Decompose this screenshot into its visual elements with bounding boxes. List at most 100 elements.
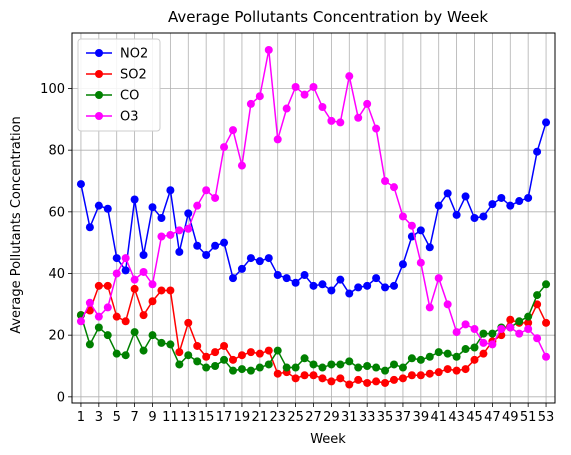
data-point-so2 [264, 346, 273, 355]
x-axis-label: Week [310, 432, 346, 447]
data-point-o3 [381, 177, 390, 185]
x-tick-label: 29 [323, 410, 340, 425]
x-tick-label: 37 [395, 410, 412, 425]
data-point-no2 [139, 251, 148, 259]
data-point-so2 [470, 355, 479, 364]
data-point-co [193, 357, 202, 366]
data-point-co [479, 329, 488, 338]
data-point-so2 [479, 349, 488, 358]
data-point-o3 [354, 113, 363, 122]
data-point-co [336, 360, 345, 369]
data-point-co [354, 363, 363, 372]
data-point-co [211, 362, 220, 370]
data-point-co [381, 366, 390, 375]
data-point-co [121, 351, 130, 360]
data-point-so2 [148, 297, 157, 306]
x-tick-label: 41 [430, 410, 447, 425]
data-point-o3 [452, 328, 461, 337]
data-point-o3 [85, 298, 94, 307]
data-point-o3 [425, 303, 434, 312]
data-point-o3 [237, 161, 246, 170]
data-point-co [309, 360, 318, 369]
series-layer [76, 45, 551, 389]
legend-item-so2: SO2 [86, 68, 147, 83]
data-point-so2 [309, 371, 318, 380]
data-point-co [372, 363, 381, 372]
data-point-co [515, 317, 524, 326]
data-point-no2 [76, 180, 85, 189]
data-point-so2 [220, 341, 229, 350]
data-point-co [237, 365, 246, 374]
data-point-o3 [76, 317, 85, 326]
data-point-so2 [336, 374, 345, 383]
y-axis-label: Average Pollutants Concentration [9, 116, 24, 334]
x-tick-label: 47 [484, 410, 501, 425]
data-point-co [184, 351, 193, 360]
data-point-no2 [282, 274, 291, 283]
data-point-no2 [184, 209, 193, 218]
data-point-so2 [345, 380, 354, 389]
data-point-so2 [273, 369, 282, 378]
y-tick-label: 20 [48, 329, 65, 344]
data-point-no2 [202, 251, 211, 259]
data-point-so2 [121, 317, 130, 326]
data-point-o3 [139, 267, 148, 276]
data-point-so2 [381, 378, 390, 387]
data-point-co [157, 338, 166, 347]
data-point-so2 [237, 351, 246, 360]
x-tick-label: 19 [234, 410, 251, 425]
data-point-co [175, 360, 184, 369]
data-point-no2 [273, 271, 282, 280]
data-point-so2 [327, 377, 336, 386]
data-point-no2 [345, 289, 354, 298]
data-point-co [112, 349, 121, 358]
data-point-co [416, 355, 425, 364]
data-point-no2 [300, 271, 309, 280]
data-point-co [291, 363, 300, 372]
data-point-no2 [416, 226, 425, 235]
x-tick-label: 31 [341, 410, 358, 425]
legend-item-no2: NO2 [86, 47, 148, 62]
data-point-co [443, 349, 452, 358]
data-point-co [264, 360, 273, 369]
x-tick-label: 51 [520, 410, 537, 425]
data-point-so2 [461, 365, 470, 374]
data-point-co [524, 312, 533, 321]
legend-marker [95, 91, 103, 99]
x-tick-label: 9 [148, 410, 156, 425]
data-point-no2 [291, 278, 300, 287]
data-point-o3 [220, 143, 229, 152]
data-point-o3 [148, 280, 157, 289]
series-no2 [76, 118, 551, 298]
data-point-no2 [175, 247, 184, 256]
data-point-o3 [470, 325, 479, 333]
data-point-o3 [336, 118, 345, 127]
y-tick-label: 40 [48, 267, 65, 282]
data-point-o3 [345, 72, 354, 81]
x-tick-label: 5 [113, 410, 121, 425]
legend-marker [95, 70, 103, 78]
data-point-so2 [506, 315, 515, 324]
data-point-co [202, 363, 211, 372]
data-point-so2 [175, 348, 184, 357]
data-point-o3 [416, 258, 425, 267]
x-tick-label: 3 [95, 410, 103, 425]
legend-label: NO2 [120, 47, 148, 62]
data-point-o3 [94, 312, 103, 321]
data-point-o3 [524, 325, 533, 333]
data-point-co [488, 329, 497, 338]
data-point-so2 [398, 374, 407, 383]
data-point-no2 [515, 197, 524, 206]
data-point-so2 [193, 341, 202, 350]
data-point-co [300, 354, 309, 363]
data-point-o3 [211, 193, 220, 202]
data-point-o3 [229, 126, 237, 135]
series-o3 [76, 45, 551, 361]
data-point-so2 [524, 318, 533, 327]
x-tick-label: 15 [198, 410, 215, 425]
data-point-so2 [229, 355, 237, 364]
data-point-no2 [488, 200, 497, 209]
data-point-o3 [398, 212, 407, 221]
data-point-co [273, 346, 282, 355]
data-point-co [542, 280, 551, 289]
